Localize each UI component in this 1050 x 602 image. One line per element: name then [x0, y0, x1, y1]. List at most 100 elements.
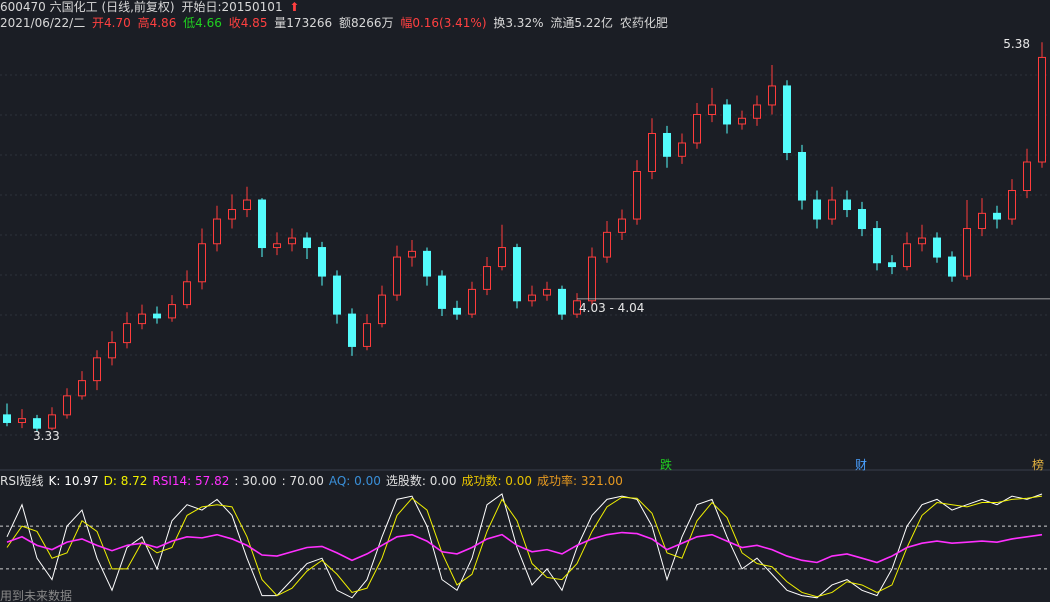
- candle-body: [753, 104, 761, 119]
- candle-body: [573, 300, 581, 315]
- candle-body: [858, 209, 866, 230]
- title-row: 600470 六国化工 (日线,前复权) 开始日:20150101 ⬆: [0, 0, 302, 15]
- candle-body: [453, 307, 461, 315]
- candle-body: [783, 85, 791, 153]
- indicator-label: : 70.00: [281, 474, 324, 488]
- candle-body: [213, 218, 221, 245]
- candle-body: [423, 250, 431, 277]
- candle-body: [543, 288, 551, 296]
- candle-body: [348, 313, 356, 347]
- candle-body: [408, 250, 416, 258]
- candle-body: [723, 104, 731, 125]
- candle-body: [693, 113, 701, 144]
- candle-body: [123, 323, 131, 344]
- turnover: 换3.32%: [493, 16, 544, 30]
- indicator-header: RSI短线 K: 10.97 D: 8.72 RSI14: 57.82 : 30.00:…: [0, 472, 628, 489]
- candle-body: [183, 281, 191, 306]
- candle-body: [498, 247, 506, 268]
- high-label: 5.38: [1003, 37, 1030, 51]
- candle-body: [333, 275, 341, 315]
- candle-body: [18, 418, 26, 423]
- indicator-label: RSI短线: [0, 474, 44, 488]
- candle-body: [1023, 161, 1031, 192]
- candle-body: [708, 104, 716, 115]
- candle-body: [813, 199, 821, 220]
- indicator-label: RSI14: 57.82: [152, 474, 230, 488]
- candle-body: [63, 395, 71, 416]
- close: 收4.85: [228, 16, 268, 30]
- footer-note: 用到未来数据: [0, 589, 73, 602]
- candle-body: [138, 313, 146, 325]
- date: 2021/06/22/二: [0, 16, 86, 30]
- low-label: 3.33: [33, 429, 60, 443]
- candle-body: [843, 199, 851, 211]
- indicator-line: [6, 493, 1043, 599]
- candle-body: [258, 199, 266, 249]
- event: 跌: [660, 458, 673, 472]
- candle-body: [768, 85, 776, 106]
- stock-name: 600470 六国化工 (日线,前复权): [0, 0, 175, 14]
- candle-body: [873, 228, 881, 264]
- candle-body: [318, 247, 326, 277]
- indicator-label: D: 8.72: [103, 474, 148, 488]
- event: 榜: [1032, 458, 1045, 472]
- candle-body: [888, 262, 896, 268]
- volume: 量173266: [274, 16, 333, 30]
- change: 幅0.16(3.41%): [400, 16, 487, 30]
- candle-body: [198, 243, 206, 283]
- candle-body: [3, 414, 11, 423]
- candle-body: [558, 288, 566, 315]
- event: 财: [855, 458, 868, 472]
- candle-body: [273, 243, 281, 249]
- open: 开4.70: [92, 16, 131, 30]
- low: 低4.66: [183, 16, 222, 30]
- candle-body: [393, 256, 401, 296]
- indicator-label: 成功率: 321.00: [537, 474, 623, 488]
- candle-body: [468, 288, 476, 315]
- candle-body: [78, 380, 86, 397]
- indicator-label: AQ: 0.00: [328, 474, 381, 488]
- indicator-label: K: 10.97: [48, 474, 99, 488]
- candle-body: [243, 199, 251, 211]
- float-cap: 流通5.22亿: [550, 16, 614, 30]
- candle-body: [48, 414, 56, 429]
- candle-body: [798, 151, 806, 201]
- candle-body: [168, 304, 176, 319]
- candle-body: [738, 117, 746, 125]
- candle-body: [33, 418, 41, 429]
- industry: 农药化肥: [619, 16, 668, 30]
- candle-body: [93, 357, 101, 382]
- candle-body: [513, 247, 521, 302]
- candle-body: [678, 142, 686, 157]
- start-date: 开始日:20150101: [181, 0, 283, 14]
- candle-body: [528, 294, 536, 302]
- indicator-label: : 30.00: [234, 474, 277, 488]
- range-label: 4.03 - 4.04: [579, 301, 644, 315]
- candle-body: [1008, 190, 1016, 220]
- candle-body: [663, 132, 671, 157]
- quote-row: 2021/06/22/二 开4.70 高4.86 低4.66 收4.85 量17…: [0, 14, 671, 31]
- candle-body: [153, 313, 161, 319]
- candle-body: [378, 294, 386, 325]
- candle-body: [108, 342, 116, 359]
- candle-body: [633, 171, 641, 220]
- candle-body: [948, 256, 956, 277]
- indicator-line: [6, 531, 1043, 564]
- candle-body: [1038, 56, 1046, 163]
- amount: 额8266万: [338, 16, 394, 30]
- indicator-label: 选股数: 0.00: [385, 474, 457, 488]
- candle-body: [903, 243, 911, 268]
- candle-body: [588, 256, 596, 302]
- candle-body: [918, 237, 926, 245]
- candle-body: [363, 323, 371, 347]
- candle-body: [933, 237, 941, 258]
- candle-body: [963, 228, 971, 277]
- candle-body: [288, 237, 296, 245]
- candle-body: [303, 237, 311, 249]
- candle-body: [648, 132, 656, 173]
- icon: ⬆: [289, 0, 300, 14]
- indicator-line: [6, 495, 1043, 598]
- candle-body: [993, 212, 1001, 220]
